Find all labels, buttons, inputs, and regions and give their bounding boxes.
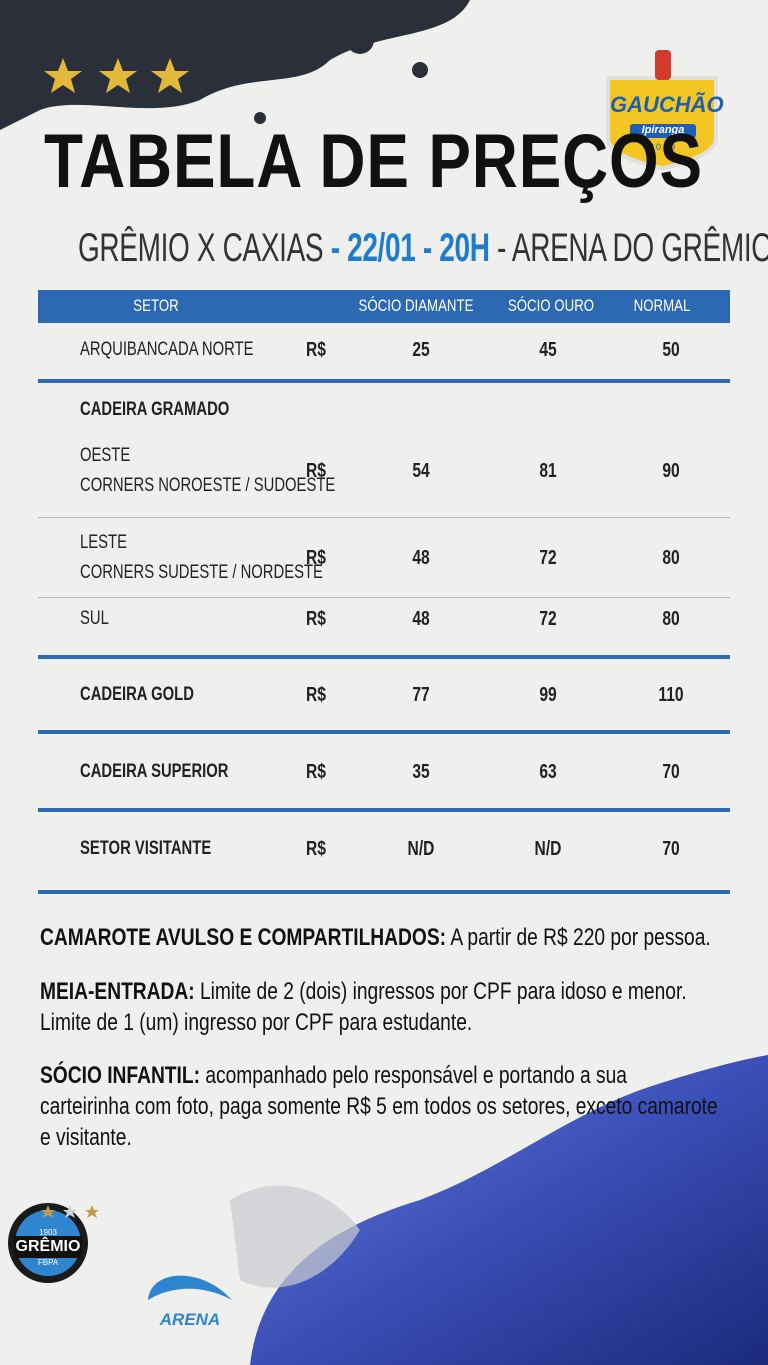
time: 20H	[439, 226, 490, 270]
note-label: MEIA-ENTRADA:	[40, 978, 195, 1005]
sector-name: ARQUIBANCADA NORTE	[80, 339, 254, 360]
currency: R$	[306, 761, 326, 783]
price: 90	[662, 460, 680, 482]
price: 72	[539, 547, 557, 569]
note-label: CAMAROTE AVULSO E COMPARTILHADOS:	[40, 924, 447, 951]
price: 45	[539, 339, 557, 361]
logo-club: GRÊMIO	[15, 1238, 81, 1255]
price: 48	[412, 547, 430, 569]
note-text: Limite de 1 (um) ingresso por CPF para e…	[40, 1009, 473, 1036]
price: 70	[662, 838, 680, 860]
row-divider	[38, 597, 730, 598]
sector-name: CADEIRA GOLD	[80, 684, 194, 705]
currency: R$	[306, 684, 326, 706]
table-header-bar	[38, 290, 730, 323]
sector-name: CADEIRA SUPERIOR	[80, 761, 229, 782]
sector-name: CORNERS SUDESTE / NORDESTE	[80, 562, 323, 583]
sector-name: CORNERS NOROESTE / SUDOESTE	[80, 475, 336, 496]
badge-sponsor: Ipiranga	[641, 124, 685, 136]
price: 77	[412, 684, 430, 706]
price: 110	[658, 684, 684, 706]
price: 63	[539, 761, 557, 783]
group-divider	[38, 655, 730, 659]
separator: -	[497, 226, 507, 270]
price: 50	[662, 339, 680, 361]
price: 80	[662, 608, 680, 630]
column-header: NORMAL	[633, 296, 691, 315]
date: 22/01	[347, 226, 416, 270]
price: N/D	[534, 838, 562, 860]
sector-name: OESTE	[80, 445, 131, 466]
note-text: Limite de 2 (dois) ingressos por CPF par…	[199, 978, 687, 1005]
currency: R$	[306, 547, 326, 569]
venue: ARENA DO GRÊMIO	[511, 226, 768, 270]
arena-logo: ARENA	[159, 1310, 221, 1329]
subtitle: GRÊMIO X CAXIAS - 22/01 - 20H - ARENA DO…	[78, 226, 768, 271]
currency: R$	[306, 608, 326, 630]
price: N/D	[407, 838, 435, 860]
badge-year: 2020	[648, 142, 678, 152]
note-label: SÓCIO INFANTIL:	[40, 1062, 200, 1089]
logo-year: 1903	[39, 1228, 57, 1237]
match: GRÊMIO X CAXIAS	[78, 226, 324, 270]
price: 48	[412, 608, 430, 630]
note-text: acompanhado pelo responsável e portando …	[40, 1062, 718, 1151]
price: 54	[412, 460, 430, 482]
note: MEIA-ENTRADA: Limite de 2 (dois) ingress…	[40, 976, 728, 1038]
price: 80	[662, 547, 680, 569]
note: SÓCIO INFANTIL: acompanhado pelo respons…	[40, 1060, 720, 1153]
price: 70	[662, 761, 680, 783]
title: TABELA DE PREÇOS	[44, 119, 703, 204]
group-divider	[38, 730, 730, 734]
sector-name: SETOR VISITANTE	[80, 838, 212, 859]
price: 35	[412, 761, 430, 783]
sector-name: SUL	[80, 608, 109, 629]
group-heading: CADEIRA GRAMADO	[80, 399, 230, 420]
column-header: SETOR	[133, 296, 179, 315]
price: 25	[412, 339, 430, 361]
column-header: SÓCIO OURO	[507, 296, 595, 315]
note-text: A partir de R$ 220 por pessoa.	[450, 924, 711, 951]
group-divider	[38, 890, 730, 894]
badge-title: GAUCHÃO	[610, 92, 724, 117]
logo-state: FBPA	[37, 1258, 59, 1267]
group-divider	[38, 808, 730, 812]
group-divider	[38, 379, 730, 383]
price: 72	[539, 608, 557, 630]
row-divider	[38, 517, 730, 518]
currency: R$	[306, 460, 326, 482]
currency: R$	[306, 838, 326, 860]
currency: R$	[306, 339, 326, 361]
price: 81	[539, 460, 557, 482]
column-header: SÓCIO DIAMANTE	[358, 296, 474, 315]
separator: -	[330, 226, 340, 270]
note: CAMAROTE AVULSO E COMPARTILHADOS: A part…	[40, 922, 728, 953]
sector-name: LESTE	[80, 532, 127, 553]
separator: -	[422, 226, 432, 270]
price: 99	[539, 684, 557, 706]
